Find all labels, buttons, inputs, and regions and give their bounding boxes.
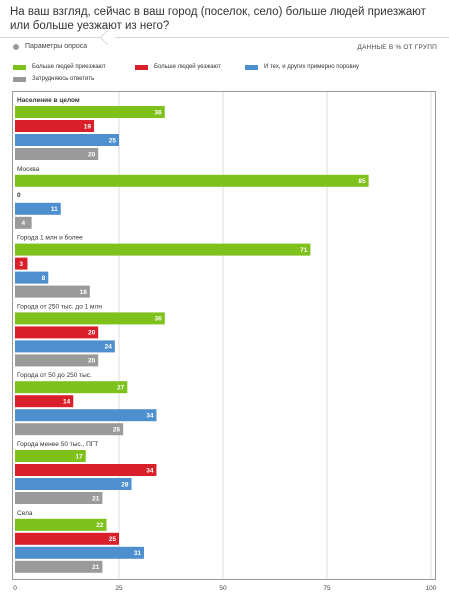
bar-value-label: 36 [155,316,163,323]
bar [15,120,95,132]
bar [15,148,99,160]
legend-item: Больше людей уезжают [135,64,221,70]
legend-swatch [245,64,258,70]
bar-value-label: 34 [146,413,154,420]
bar-value-label: 21 [92,495,100,502]
bar-value-label: 71 [300,247,308,254]
bar-value-label: 20 [88,358,96,365]
x-tick-label: 0 [13,585,17,592]
survey-params-toggle[interactable]: Параметры опроса [13,43,87,50]
bar [15,326,99,339]
legend-swatch [13,64,26,70]
legend-item: Затрудняюсь ответить [13,76,94,82]
bar [15,354,99,367]
bar-value-label: 24 [105,344,113,351]
legend: Больше людей приезжают Больше людей уезжа… [13,64,438,88]
bar-value-label: 85 [358,178,366,185]
category-label: Города от 50 до 250 тыс. [17,372,92,379]
legend-label: Затрудняюсь ответить [32,76,95,82]
bar-value-label: 3 [19,261,23,268]
bar [15,395,74,408]
bar [15,450,86,462]
header-divider [0,37,449,38]
bar-value-label: 18 [80,289,88,296]
bar-value-label: 8 [42,275,46,282]
bar [15,464,157,476]
category-label: Города от 250 тыс. до 1 млн [17,303,102,310]
category-label: Города 1 млн и более [17,234,83,242]
survey-params-label: Параметры опроса [25,43,88,50]
bar-value-label: 19 [84,123,92,130]
bar-value-label: 25 [109,536,117,543]
bar-value-label: 20 [88,151,96,158]
bar-value-label: 0 [17,192,21,199]
bullet-icon [13,43,19,50]
legend-item: И тех, и других примерно поровну [245,64,359,70]
bar [15,546,144,559]
bar [15,560,103,573]
bar-value-label: 36 [155,109,163,116]
bar [15,106,165,118]
bar-value-label: 11 [51,206,58,213]
x-tick-label: 75 [323,585,331,592]
bar-value-label: 26 [113,427,121,434]
category-label: Население в целом [17,97,80,104]
bar [15,271,49,284]
bar [15,492,103,504]
bar [15,216,32,229]
bar [15,174,369,187]
legend-swatch [13,76,26,82]
x-tick-label: 25 [115,585,123,592]
bar [15,312,165,325]
bar-value-label: 31 [134,550,142,557]
bar [15,202,61,215]
bar-value-label: 4 [22,220,26,227]
legend-label: И тех, и других примерно поровну [264,64,360,70]
bar [15,532,119,545]
x-tick-label: 50 [219,585,227,592]
bar [15,285,90,298]
category-label: Города менее 50 тыс., ПГТ [17,441,98,448]
bar-value-label: 28 [121,481,129,488]
bar [15,478,132,490]
legend-label: Больше людей уезжают [154,64,221,70]
bar-value-label: 21 [92,564,100,571]
legend-swatch [135,64,148,70]
chart-title: На ваш взгляд, сейчас в ваш город (посел… [10,6,426,32]
bar-value-label: 22 [96,522,104,529]
bar-value-label: 27 [117,385,125,392]
bar [15,409,157,422]
bar [15,257,28,270]
legend-item: Больше людей приезжают [13,64,106,70]
category-label: Села [17,510,33,517]
bar-value-label: 17 [75,453,83,460]
legend-label: Больше людей приезжают [32,64,106,70]
x-tick-label: 100 [426,585,437,592]
bar-value-label: 25 [109,137,117,144]
bar [15,243,311,256]
bar [15,381,128,394]
bar-value-label: 34 [146,467,154,474]
bar [15,340,115,353]
bar [15,518,107,531]
unit-label: ДАННЫЕ В % ОТ ГРУПП [357,44,437,51]
category-label: Москва [17,166,40,173]
bar [15,423,124,436]
bar [15,134,119,146]
bar-value-label: 14 [63,399,71,406]
bar-value-label: 20 [88,330,96,337]
